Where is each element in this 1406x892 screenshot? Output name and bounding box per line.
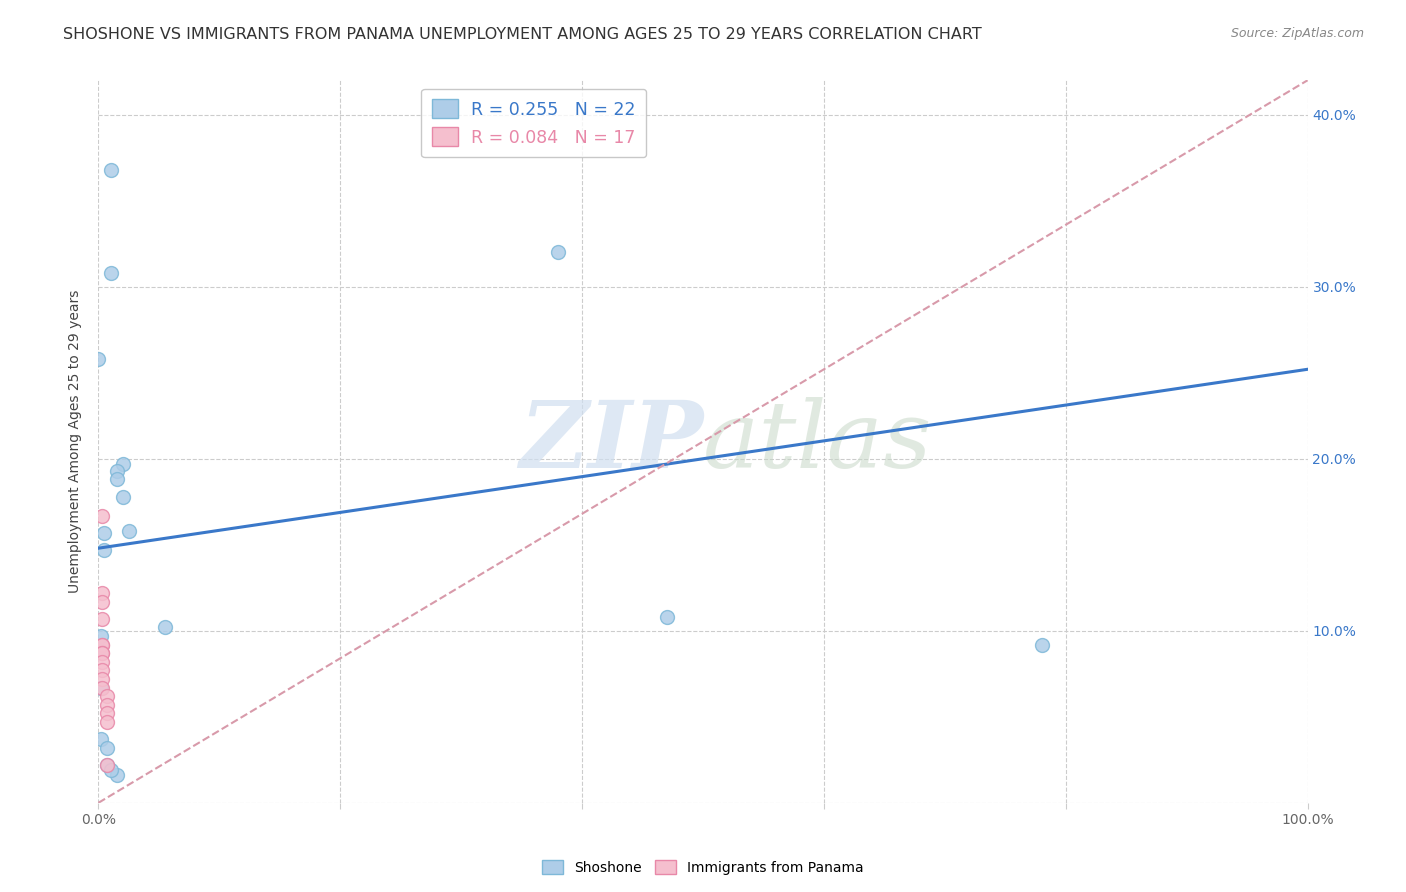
Point [96,714,118,729]
Point [547,245,569,260]
Point [111,457,134,471]
Point [90,629,112,643]
Point [100,266,122,280]
Point [91,638,114,652]
Point [91,646,114,660]
Point [111,490,134,504]
Point [96,740,118,755]
Point [96,689,118,703]
Text: atlas: atlas [703,397,932,486]
Point [100,763,122,777]
Point [91,681,114,695]
Point [91,655,114,669]
Point [93,525,115,540]
Point [153,620,176,634]
Point [655,610,678,624]
Point [90,644,112,658]
Point [87,351,110,366]
Text: SHOSHONE VS IMMIGRANTS FROM PANAMA UNEMPLOYMENT AMONG AGES 25 TO 29 YEARS CORREL: SHOSHONE VS IMMIGRANTS FROM PANAMA UNEMP… [63,27,981,42]
Point [91,638,114,652]
Y-axis label: Unemployment Among Ages 25 to 29 years: Unemployment Among Ages 25 to 29 years [69,290,83,593]
Point [90,732,112,747]
Text: Source: ZipAtlas.com: Source: ZipAtlas.com [1230,27,1364,40]
Point [105,464,128,478]
Point [90,681,112,695]
Point [91,594,114,608]
Point [93,542,115,557]
Legend: R = 0.255   N = 22, R = 0.084   N = 17: R = 0.255 N = 22, R = 0.084 N = 17 [420,89,647,157]
Point [100,162,122,177]
Point [91,586,114,600]
Point [91,508,114,523]
Legend: Shoshone, Immigrants from Panama: Shoshone, Immigrants from Panama [537,855,869,880]
Point [91,612,114,626]
Point [96,758,118,772]
Point [91,672,114,686]
Point [1031,638,1053,652]
Point [118,524,141,538]
Text: ZIP: ZIP [519,397,703,486]
Point [91,646,114,660]
Point [105,472,128,486]
Point [91,664,114,678]
Point [96,758,118,772]
Point [96,698,118,712]
Point [96,706,118,721]
Point [105,768,128,782]
